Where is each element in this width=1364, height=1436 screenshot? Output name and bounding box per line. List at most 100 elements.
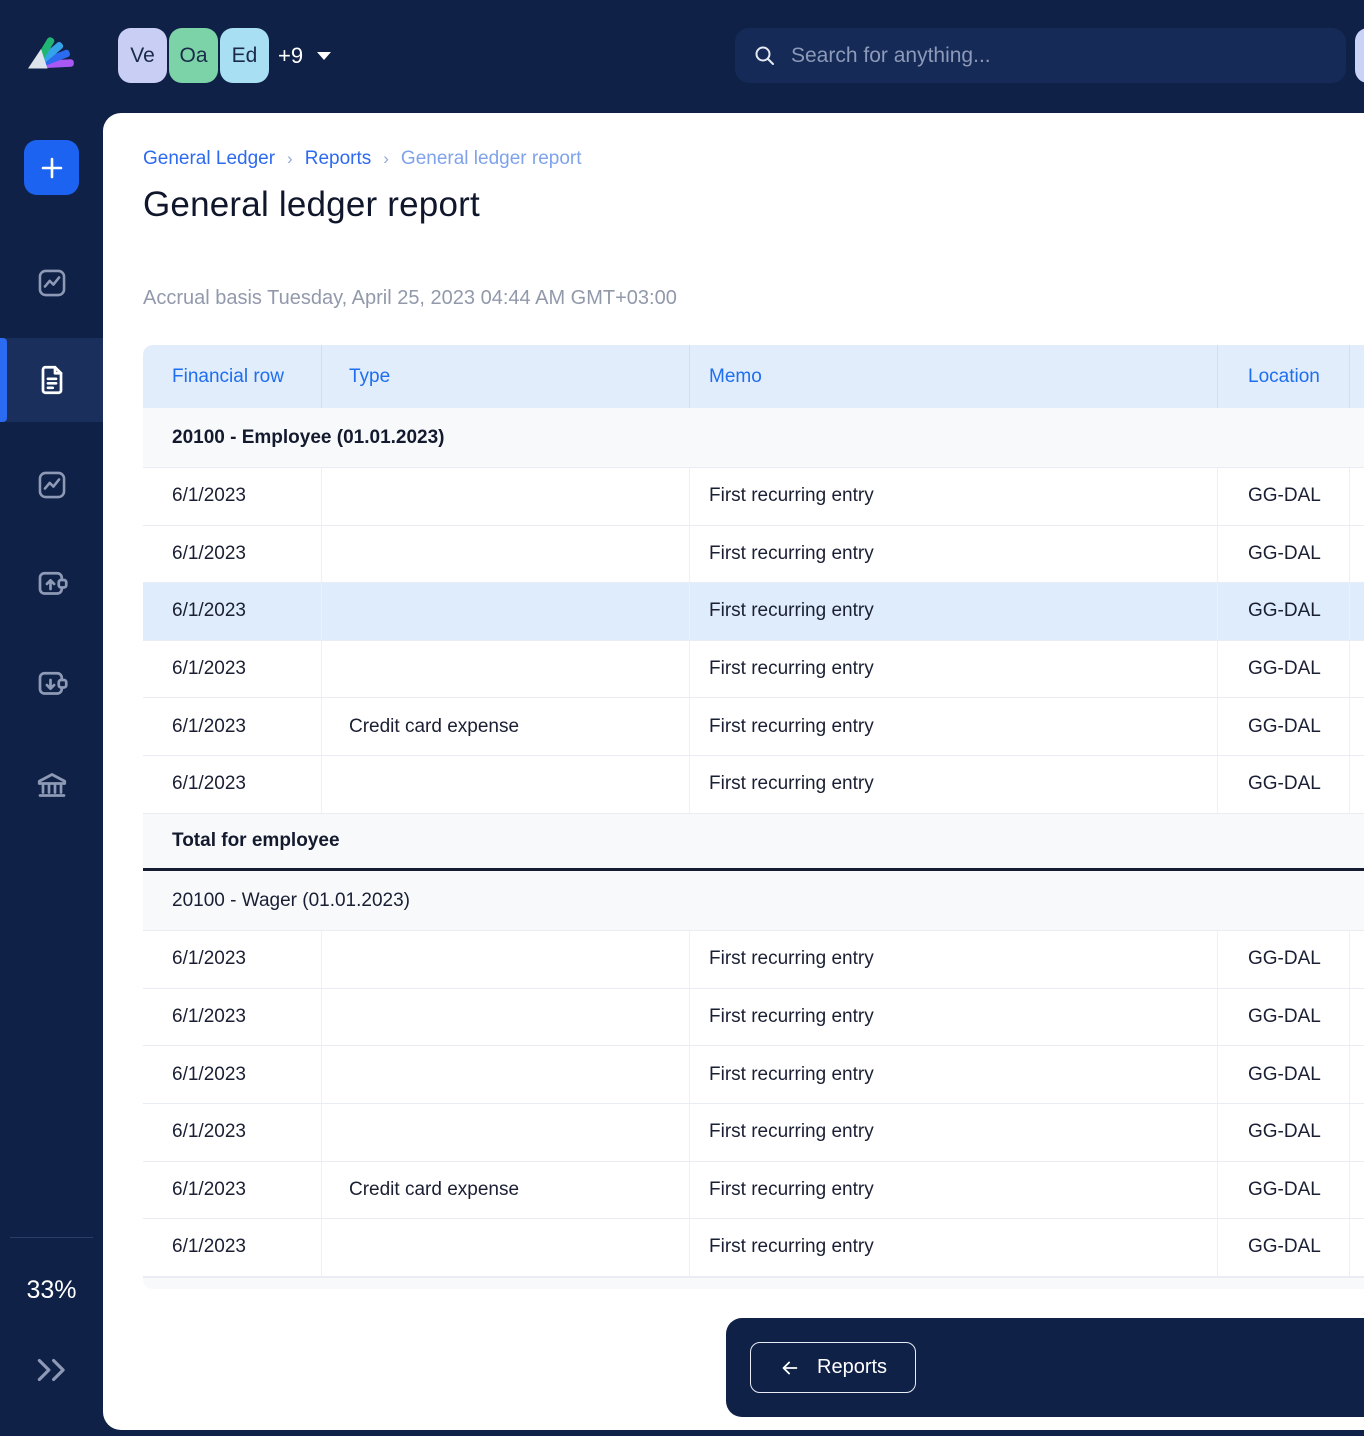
sidebar-item-money-in[interactable] [0,638,103,728]
sidebar-expand-button[interactable] [0,1348,103,1392]
chevron-down-icon [317,51,332,60]
reports-back-bar: Reports [726,1318,1364,1417]
cell-spacer [1350,1104,1364,1161]
cell-memo: First recurring entry [690,698,1218,755]
chevron-right-icon: › [383,149,389,168]
cell-financial-row: 6/1/2023 [143,583,322,640]
workspace-chip[interactable]: Ed [220,28,269,83]
cell-location: GG-DAL [1218,1103,1350,1161]
table-row[interactable]: 6/1/2023 Credit card expense First recurri… [143,698,1364,756]
sidebar-item-money-out[interactable] [0,538,103,628]
ledger-table: Financial row Type Memo Location 20100 -… [143,345,1364,1289]
cell-memo: First recurring entry [690,468,1218,525]
bank-icon [37,773,66,797]
table-body: 20100 - Employee (01.01.2023) 6/1/2023 Fir… [143,408,1364,1277]
table-row[interactable]: 6/1/2023 First recurring entry GG-DAL [143,931,1364,989]
cell-spacer [1350,1162,1364,1219]
cell-memo: First recurring entry [690,1046,1218,1103]
cell-spacer [1350,931,1364,988]
cell-financial-row: 6/1/2023 [143,525,322,583]
cell-financial-row: 6/1/2023 [143,931,322,988]
section-label: 20100 - Employee (01.01.2023) [172,426,445,448]
section-row: 20100 - Employee (01.01.2023) [143,408,1364,468]
create-new-button[interactable] [24,140,79,195]
cell-memo: First recurring entry [690,988,1218,1046]
column-header-location[interactable]: Location [1218,345,1350,408]
cell-memo: First recurring entry [690,525,1218,583]
sidebar-item-analytics[interactable] [0,440,103,530]
workspace-more-button[interactable]: +9 [278,28,332,83]
sidebar-item-reports[interactable] [0,338,103,422]
sidebar-item-insights[interactable] [0,238,103,328]
table-row[interactable]: 6/1/2023 First recurring entry GG-DAL [143,1046,1364,1104]
workspace-chip[interactable]: Oa [169,28,218,83]
line-chart-icon [38,269,65,297]
cell-memo: First recurring entry [690,583,1218,640]
cell-financial-row: 6/1/2023 [143,698,322,755]
column-header-type[interactable]: Type [322,345,690,408]
section-row: 20100 - Wager (01.01.2023) [143,871,1364,932]
cell-type [322,525,690,583]
table-row[interactable]: 6/1/2023 First recurring entry GG-DAL [143,640,1364,699]
cell-spacer [1350,1219,1364,1276]
wallet-arrow-down-icon [38,671,68,695]
search-input[interactable] [791,43,1328,68]
workspace-more-count: +9 [278,42,304,68]
table-row[interactable]: 6/1/2023 First recurring entry GG-DAL [143,525,1364,584]
wallet-arrow-up-icon [38,571,68,595]
sidebar-divider [10,1237,93,1238]
table-header: Financial row Type Memo Location [143,345,1364,408]
double-chevron-right-icon [37,1358,65,1382]
back-to-reports-button[interactable]: Reports [750,1342,917,1393]
cell-type: Credit card expense [322,698,690,755]
cell-location: GG-DAL [1218,1161,1350,1219]
table-row[interactable]: 6/1/2023 First recurring entry GG-DAL [143,1219,1364,1277]
cell-type [322,988,690,1046]
report-basis-timestamp: Accrual basis Tuesday, April 25, 2023 04… [143,287,677,309]
cell-memo: First recurring entry [690,1219,1218,1276]
cell-financial-row: 6/1/2023 [143,640,322,698]
zoom-level: 33% [26,1276,77,1304]
table-row[interactable]: 6/1/2023 First recurring entry GG-DAL [143,1103,1364,1162]
cell-location: GG-DAL [1218,755,1350,813]
total-label: Total for employee [172,829,340,851]
breadcrumb-general-ledger[interactable]: General Ledger [143,148,276,169]
cell-spacer [1350,756,1364,813]
cell-type [322,583,690,640]
cell-memo: First recurring entry [690,755,1218,813]
breadcrumb-current: General ledger report [400,148,582,169]
app-logo[interactable] [20,18,86,84]
main-content: General Ledger › Reports › General ledge… [103,113,1364,1430]
workspace-chip[interactable]: Ve [118,28,167,83]
page-title: General ledger report [143,185,480,224]
cell-location: GG-DAL [1218,1219,1350,1276]
cell-type [322,640,690,698]
table-row[interactable]: 6/1/2023 First recurring entry GG-DAL [143,468,1364,526]
cell-type [322,755,690,813]
topbar-partial-avatar[interactable] [1355,28,1364,83]
cell-location: GG-DAL [1218,468,1350,525]
cell-type [322,1219,690,1276]
cell-financial-row: 6/1/2023 [143,468,322,525]
column-header-memo[interactable]: Memo [690,345,1218,408]
sidebar-item-banking[interactable] [0,740,103,830]
cell-location: GG-DAL [1218,525,1350,583]
cell-memo: First recurring entry [690,640,1218,698]
column-header-financial-row[interactable]: Financial row [143,345,322,408]
table-row[interactable]: 6/1/2023 Credit card expense First recurri… [143,1161,1364,1220]
cell-spacer [1350,641,1364,698]
section-label: 20100 - Wager (01.01.2023) [172,889,411,911]
cell-location: GG-DAL [1218,931,1350,988]
cell-location: GG-DAL [1218,1046,1350,1103]
cell-type [322,1046,690,1103]
global-search [735,28,1346,83]
active-indicator [0,338,7,422]
table-endcap [143,1276,1364,1289]
table-row[interactable]: 6/1/2023 First recurring entry GG-DAL [143,583,1364,641]
plus-icon [41,157,62,178]
cell-location: GG-DAL [1218,583,1350,640]
cell-memo: First recurring entry [690,1103,1218,1161]
breadcrumb-reports[interactable]: Reports [304,148,372,169]
table-row[interactable]: 6/1/2023 First recurring entry GG-DAL [143,755,1364,814]
table-row[interactable]: 6/1/2023 First recurring entry GG-DAL [143,988,1364,1047]
